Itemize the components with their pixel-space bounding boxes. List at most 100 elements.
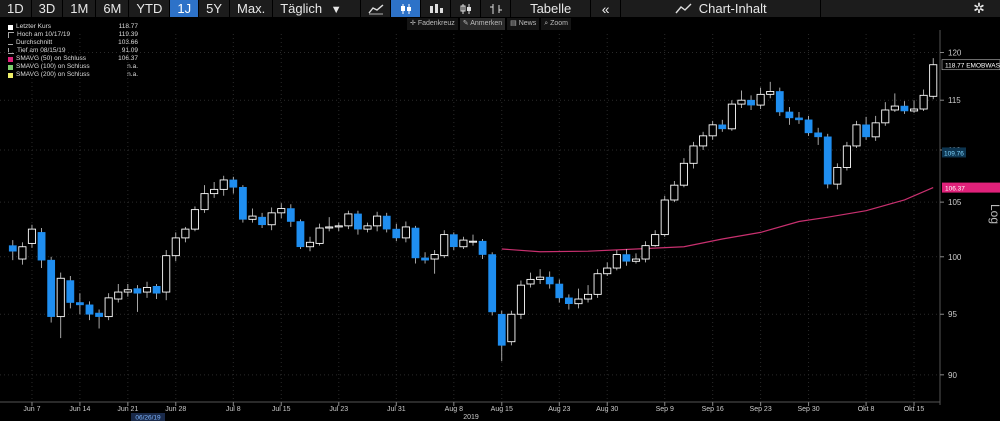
candle: [315, 223, 324, 246]
chart-content-button[interactable]: Chart-Inhalt: [621, 0, 822, 17]
candle: [478, 238, 487, 260]
candle: [344, 210, 353, 230]
candle-body-up: [909, 108, 919, 112]
price-tag-1-bg: [942, 147, 966, 158]
candle-body-down: [900, 105, 909, 112]
candle: [66, 275, 75, 309]
legend-swatch: [8, 64, 13, 70]
candle-body-down: [775, 91, 784, 113]
period-1m-button[interactable]: 1M: [63, 0, 97, 17]
candle-body-up: [267, 212, 276, 226]
toolbar: 1D 3D 1M 6M YTD 1J 5Y Max. Täglich ▼ Tab…: [0, 0, 1000, 17]
legend-swatch: [8, 72, 13, 78]
candle: [593, 269, 602, 298]
legend-swatch: [8, 24, 13, 30]
news-button[interactable]: ▤ News: [507, 18, 540, 30]
candle-body-up: [756, 93, 765, 106]
period-1d-button[interactable]: 1D: [0, 0, 32, 17]
chart-tools: ✛ Fadenkreuz ✎ Anmerken ▤ News ⌕ Zoom: [407, 18, 573, 30]
period-6m-button[interactable]: 6M: [96, 0, 130, 17]
x-tick-label: Aug 8: [445, 406, 463, 413]
candle-body-up: [516, 284, 525, 315]
candle-body-down: [296, 221, 305, 248]
chart-content-icon: [675, 3, 692, 13]
candle-body-down: [411, 227, 420, 259]
x-tick-label: Jun 14: [69, 406, 90, 413]
candle-body-down: [47, 259, 56, 317]
candle-body-up: [919, 94, 928, 110]
candle: [76, 293, 84, 315]
price-tags: 118.77 EMOBWAS 109.76 106.37: [941, 59, 1000, 193]
candle: [804, 115, 813, 136]
x-tick-label: Aug 30: [596, 406, 618, 413]
candle-body-up: [612, 254, 621, 269]
price-tag-2-bg: [942, 182, 1000, 193]
candle-body-down: [497, 313, 506, 346]
gear-icon[interactable]: ✲: [973, 0, 985, 16]
zoom-button[interactable]: ⌕ Zoom: [541, 18, 571, 30]
candle: [37, 228, 46, 269]
period-1j-button[interactable]: 1J: [170, 0, 200, 17]
candle-body-up: [18, 246, 27, 260]
candle: [162, 250, 171, 301]
candle: [8, 240, 17, 261]
legend-label: SMAVG (200) on Schluss: [16, 71, 90, 78]
candle-body-down: [545, 276, 554, 285]
candle: [248, 208, 257, 223]
candle: [373, 211, 382, 232]
candle-body-down: [421, 257, 429, 261]
price-tag-1: 109.76: [944, 150, 964, 157]
candle-body-up: [881, 109, 890, 124]
candle: [459, 236, 468, 249]
ohlc-icon[interactable]: [481, 0, 512, 17]
bar-chart-icon[interactable]: [421, 0, 452, 17]
period-5y-button[interactable]: 5Y: [199, 0, 231, 17]
legend-row-sma200: SMAVG (200) on Schluss n.a.: [8, 71, 138, 79]
chart-content-label: Chart-Inhalt: [698, 1, 767, 16]
interval-dropdown[interactable]: Täglich ▼: [273, 0, 362, 17]
annotate-button[interactable]: ✎ Anmerken: [459, 18, 506, 30]
candle-body-up: [833, 167, 842, 185]
line-chart-icon[interactable]: [361, 0, 392, 17]
candle-body-up: [699, 135, 708, 147]
candle: [258, 212, 266, 229]
candle: [775, 87, 784, 116]
period-3d-button[interactable]: 3D: [32, 0, 64, 17]
candle: [871, 115, 880, 141]
legend-row-average: Durchschnitt 103.66: [8, 39, 138, 47]
candle: [890, 93, 899, 112]
candlestick-icon[interactable]: [391, 0, 422, 17]
candle: [286, 204, 295, 227]
candle-body-up: [181, 228, 190, 239]
candle: [929, 58, 938, 100]
y-tick-label: 95: [948, 310, 957, 319]
crosshair-button[interactable]: ✛ Fadenkreuz: [407, 18, 458, 30]
candle-body-down: [239, 186, 247, 220]
period-ytd-button[interactable]: YTD: [129, 0, 171, 17]
candle-body-up: [123, 289, 132, 293]
candle: [766, 81, 775, 99]
candle: [430, 250, 439, 274]
candle: [152, 283, 161, 300]
hollow-candle-icon[interactable]: [451, 0, 482, 17]
candle: [670, 180, 679, 203]
candle-body-down: [718, 124, 727, 130]
candle-body-up: [929, 64, 938, 97]
candle-body-down: [449, 234, 458, 248]
candle-body-down: [85, 304, 94, 315]
legend-label: Tief am 08/15/19: [17, 47, 66, 54]
y-tick-label: 120: [948, 49, 962, 58]
candle: [603, 262, 612, 276]
x-axis: Jun 7 Jun 14 Jun 21 Jun 28 Jul 8 Jul 15 Jul 23…: [0, 401, 940, 421]
candle: [200, 185, 209, 213]
news-icon: ▤: [510, 20, 519, 27]
candle-body-up: [679, 162, 688, 186]
candle: [133, 285, 142, 312]
double-chevron-left-icon[interactable]: «: [591, 0, 622, 17]
candle: [881, 102, 890, 126]
candle: [497, 310, 506, 362]
period-max-button[interactable]: Max.: [230, 0, 274, 17]
candle-body-up: [708, 124, 717, 137]
table-button[interactable]: Tabelle: [511, 0, 592, 17]
